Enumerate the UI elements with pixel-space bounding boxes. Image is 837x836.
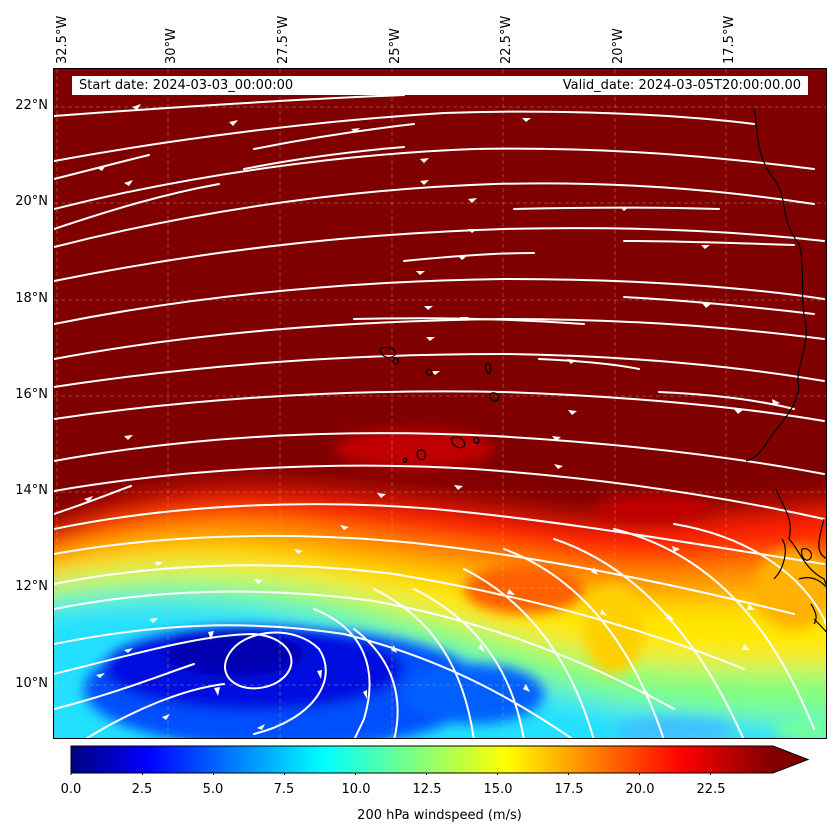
lon-label: 22.5°W [499, 15, 514, 64]
colorbar [70, 745, 810, 775]
colorbar-tick-label: 15.0 [483, 782, 513, 797]
lon-label: 27.5°W [276, 15, 291, 64]
windspeed-field [54, 69, 826, 738]
lon-label: 25°W [388, 28, 403, 64]
lat-label: 14°N [15, 483, 48, 498]
coastline [745, 108, 826, 633]
lat-label: 16°N [15, 387, 48, 402]
colorbar-tick-label: 0.0 [60, 782, 82, 797]
colorbar-gradient [71, 746, 773, 773]
colorbar-label-row: 200 hPa windspeed (m/s) [0, 808, 837, 823]
lat-label: 20°N [15, 194, 48, 209]
start-date-label: Start date: 2024-03-03_00:00:00 [79, 78, 294, 93]
lat-label: 12°N [15, 579, 48, 594]
lon-label: 32.5°W [55, 15, 70, 64]
colorbar-extend-arrow [773, 746, 808, 773]
lat-label: 22°N [15, 98, 48, 113]
colorbar-tick-marks [70, 773, 711, 775]
colorbar-tick-label: 2.5 [131, 782, 153, 797]
colorbar-tick-label: 22.5 [696, 782, 726, 797]
colorbar-tick-label: 20.0 [625, 782, 655, 797]
map-panel [53, 68, 827, 739]
windspeed-map [54, 69, 826, 738]
colorbar-label: 200 hPa windspeed (m/s) [357, 808, 522, 823]
colorbar-tick-label: 7.5 [273, 782, 295, 797]
colorbar-tick-label: 10.0 [341, 782, 371, 797]
colorbar-tick-label: 17.5 [554, 782, 584, 797]
cape-verde-islands [379, 346, 499, 463]
colorbar-tick-label: 5.0 [202, 782, 224, 797]
lon-label: 20°W [611, 28, 626, 64]
lon-label: 30°W [164, 28, 179, 64]
streamlines [54, 94, 826, 738]
lon-label: 17.5°W [722, 15, 737, 64]
lat-label: 18°N [15, 291, 48, 306]
lat-label: 10°N [15, 676, 48, 691]
colorbar-tick-label: 12.5 [412, 782, 442, 797]
streamline-arrows [84, 104, 780, 730]
valid-date-label: Valid_date: 2024-03-05T20:00:00.00 [562, 78, 801, 93]
info-box: Start date: 2024-03-03_00:00:00 Valid_da… [72, 76, 808, 95]
